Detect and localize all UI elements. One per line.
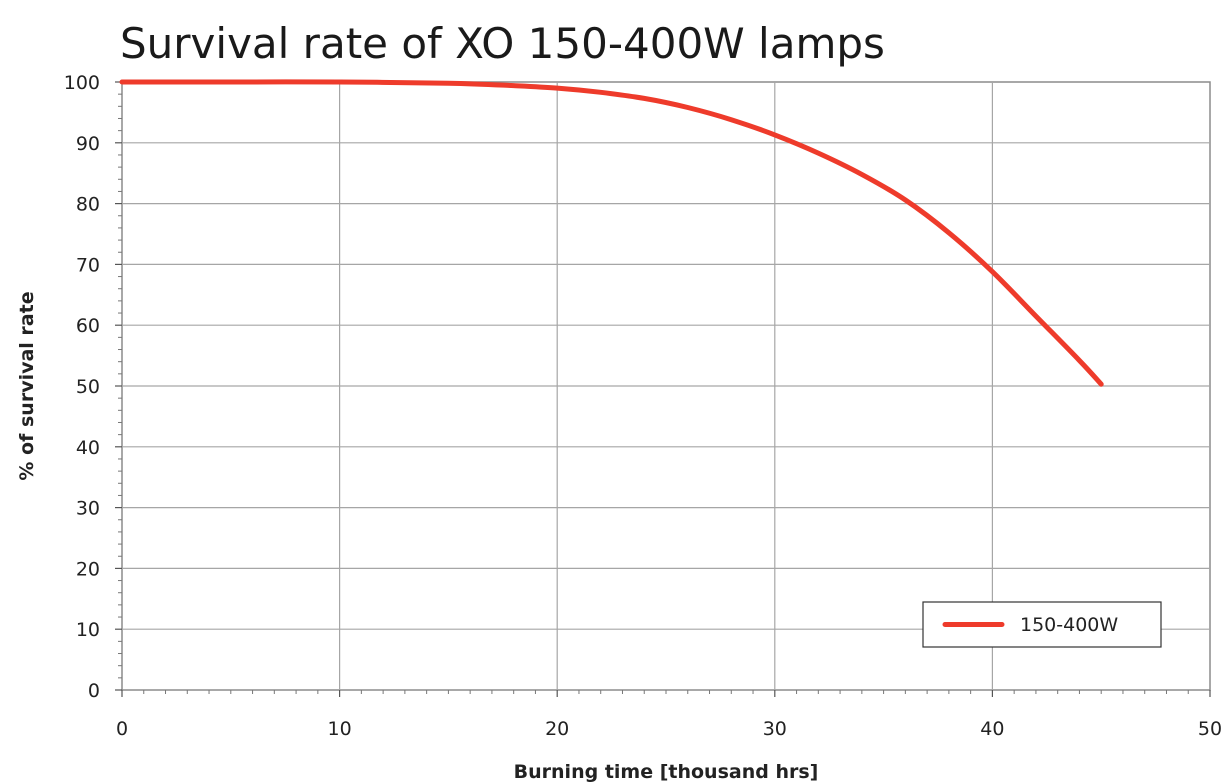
x-tick-label: 10 bbox=[328, 718, 352, 740]
y-axis-label: % of survival rate bbox=[16, 291, 38, 480]
y-tick-label: 40 bbox=[76, 437, 100, 459]
legend: 150-400W bbox=[922, 601, 1162, 648]
series-line-150-400w bbox=[119, 79, 1104, 387]
grid-lines bbox=[122, 82, 1210, 690]
minor-ticks bbox=[115, 81, 1211, 697]
x-tick-label: 30 bbox=[763, 718, 787, 740]
y-tick-label: 60 bbox=[76, 315, 100, 337]
y-tick-label: 100 bbox=[64, 72, 100, 94]
x-tick-label: 50 bbox=[1198, 718, 1222, 740]
y-tick-label: 70 bbox=[76, 254, 100, 276]
y-tick-label: 10 bbox=[76, 619, 100, 641]
y-tick-label: 30 bbox=[76, 498, 100, 520]
y-tick-label: 50 bbox=[76, 376, 100, 398]
y-tick-label: 90 bbox=[76, 133, 100, 155]
chart-title: Survival rate of XO 150-400W lamps bbox=[120, 19, 885, 68]
y-tick-labels: 0 10 20 30 40 50 60 70 80 90 100 bbox=[64, 72, 100, 702]
x-axis-label: Burning time [thousand hrs] bbox=[514, 761, 819, 783]
legend-label: 150-400W bbox=[1020, 614, 1118, 636]
x-tick-label: 20 bbox=[545, 718, 569, 740]
x-tick-label: 40 bbox=[980, 718, 1004, 740]
x-tick-label: 0 bbox=[116, 718, 128, 740]
y-tick-label: 0 bbox=[88, 680, 100, 702]
y-tick-label: 20 bbox=[76, 558, 100, 580]
x-tick-labels: 0 10 20 30 40 50 bbox=[116, 718, 1222, 740]
y-tick-label: 80 bbox=[76, 194, 100, 216]
